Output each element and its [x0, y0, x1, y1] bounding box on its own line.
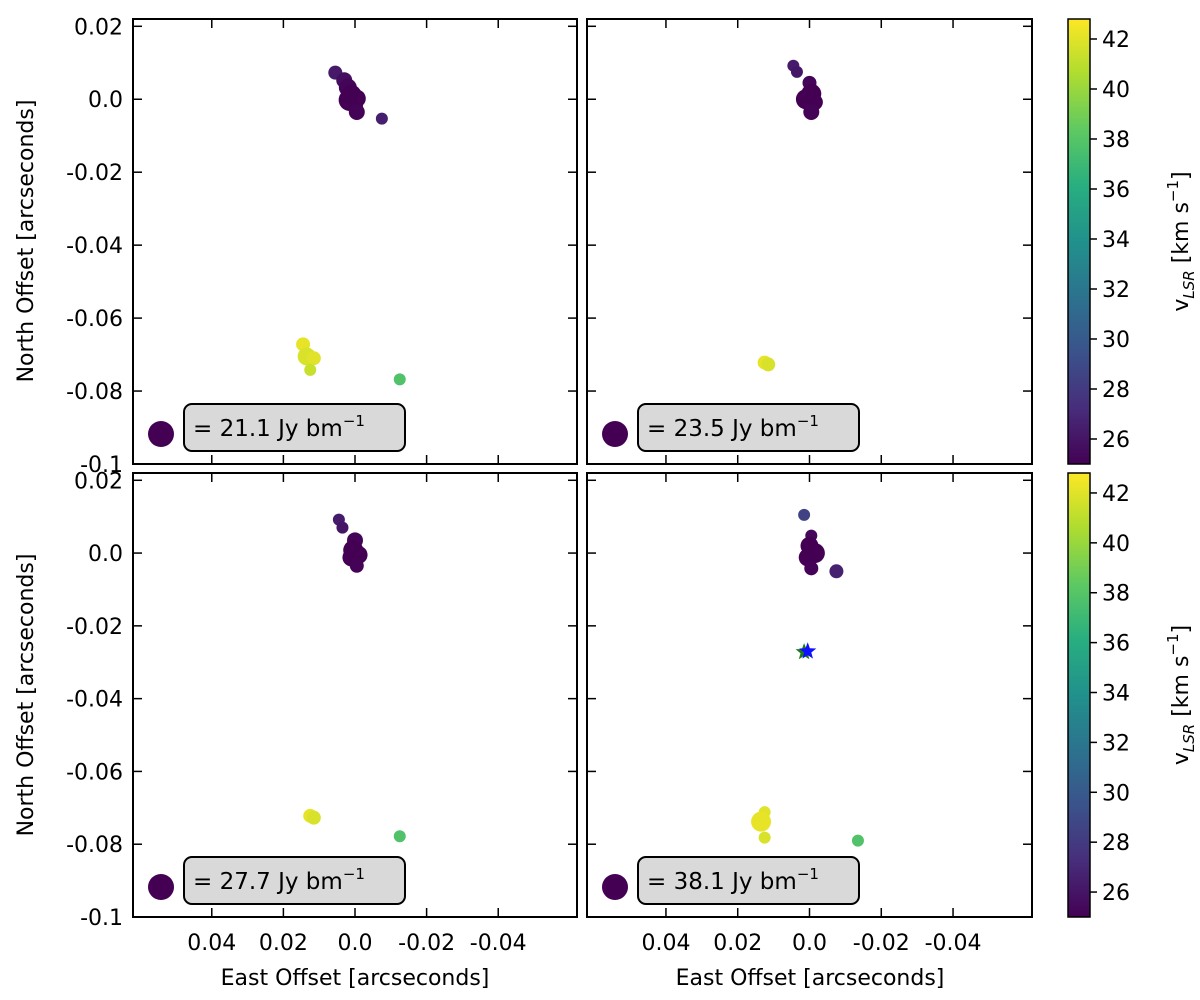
y-tick-label: 0.0	[88, 542, 123, 567]
legend-text: = 27.7 Jy bm−1	[193, 865, 365, 895]
legend-beam-marker	[148, 421, 174, 447]
x-axis-label: East Offset [arcseconds]	[676, 966, 945, 991]
colorbar-gradient	[1067, 472, 1091, 918]
y-tick-label: -0.02	[66, 615, 123, 640]
y-tick-label: -0.04	[66, 688, 123, 713]
data-point	[803, 104, 820, 121]
data-point	[304, 363, 317, 376]
data-point	[306, 810, 321, 825]
legend-text: = 38.1 Jy bm−1	[647, 865, 819, 895]
colorbar-label: vLSR [km s−1]	[1164, 171, 1198, 311]
colorbar-tick-label: 26	[1102, 881, 1130, 906]
x-tick-label: -0.02	[853, 931, 910, 956]
panel-1: 0.02 0.0 -0.02 -0.04 -0.06 -0.08 -0.1 = 21.1 Jy…	[66, 15, 578, 478]
y-tick-label: -0.08	[66, 833, 123, 858]
colorbar-tick-label: 36	[1102, 632, 1130, 657]
panel-4: 0.04 0.02 0.0 -0.02 -0.04 = 38.1 Jy bm−1	[586, 472, 1033, 956]
data-point	[761, 357, 776, 372]
data-point	[790, 65, 803, 78]
x-tick-label: 0.02	[713, 931, 762, 956]
colorbar-tick-label: 38	[1102, 582, 1130, 607]
x-tick-label: -0.04	[470, 931, 527, 956]
legend-text: = 23.5 Jy bm−1	[647, 412, 819, 442]
data-point	[393, 830, 406, 843]
legend-beam-marker	[602, 421, 628, 447]
colorbar-tick-label: 42	[1102, 482, 1130, 507]
colorbar-tick-label: 40	[1102, 78, 1130, 103]
x-tick-label: 0.04	[187, 931, 236, 956]
data-point	[751, 811, 772, 832]
data-point	[336, 521, 349, 534]
colorbar-2: 26 28 30 32 34 36 38 40 42 vLSR [km s−1]	[1067, 472, 1198, 918]
colorbar-tick-label: 38	[1102, 128, 1130, 153]
y-tick-label: -0.06	[66, 307, 123, 332]
legend-box	[637, 856, 860, 905]
data-point	[758, 831, 771, 844]
x-axis-label: East Offset [arcseconds]	[221, 966, 490, 991]
y-tick-label: -0.1	[80, 906, 123, 931]
legend-beam-marker	[602, 874, 628, 900]
y-tick-label: 0.0	[88, 88, 123, 113]
data-point	[375, 112, 388, 125]
colorbar-tick-label: 36	[1102, 178, 1130, 203]
data-point	[851, 834, 864, 847]
x-tick-label: 0.04	[641, 931, 690, 956]
colorbar-tick-label: 28	[1102, 378, 1130, 403]
colorbar-tick-label: 32	[1102, 731, 1130, 756]
colorbar-tick-label: 42	[1102, 28, 1130, 53]
data-point	[349, 558, 364, 573]
colorbar-tick-label: 26	[1102, 428, 1130, 453]
data-point	[798, 508, 811, 521]
colorbar-tick-label: 34	[1102, 682, 1130, 707]
data-point	[804, 561, 819, 576]
colorbars: 26 28 30 32 34 36 38 40 42 vLSR [km s−1] 26 28 30 32 3…	[1067, 18, 1198, 918]
star-marker	[799, 642, 817, 659]
colorbar-gradient	[1067, 18, 1091, 465]
colorbar-label: vLSR [km s−1]	[1164, 625, 1198, 765]
colorbar-tick-label: 30	[1102, 781, 1130, 806]
data-point	[393, 373, 406, 386]
x-tick-label: 0.02	[259, 931, 308, 956]
colorbar-1: 26 28 30 32 34 36 38 40 42 vLSR [km s−1]	[1067, 18, 1198, 465]
x-tick-label: -0.04	[925, 931, 982, 956]
x-tick-label: 0.0	[792, 931, 827, 956]
y-tick-label: -0.1	[80, 453, 123, 478]
data-point	[348, 104, 365, 121]
colorbar-tick-label: 30	[1102, 328, 1130, 353]
data-point	[306, 351, 321, 366]
legend-box	[183, 403, 406, 452]
colorbar-tick-label: 32	[1102, 278, 1130, 303]
y-tick-label: 0.02	[74, 15, 123, 40]
x-tick-label: 0.0	[338, 931, 373, 956]
legend-text: = 21.1 Jy bm−1	[193, 412, 365, 442]
panel-3: 0.02 0.0 -0.02 -0.04 -0.06 -0.08 -0.1 0.04 0.02 0…	[66, 469, 578, 956]
y-tick-label: 0.02	[74, 469, 123, 494]
x-tick-label: -0.02	[398, 931, 455, 956]
legend-beam-marker	[148, 874, 174, 900]
y-tick-label: -0.04	[66, 234, 123, 259]
colorbar-tick-label: 40	[1102, 532, 1130, 557]
plot-panels: 0.02 0.0 -0.02 -0.04 -0.06 -0.08 -0.1 = 21.1 Jy…	[66, 15, 1033, 956]
y-axis-label: North Offset [arcseconds]	[14, 554, 39, 837]
colorbar-tick-label: 34	[1102, 228, 1130, 253]
legend-box	[637, 403, 860, 452]
data-point	[829, 564, 844, 579]
axis-labels: East Offset [arcseconds] East Offset [arc…	[14, 100, 944, 991]
y-tick-label: -0.06	[66, 760, 123, 785]
legend-box	[183, 856, 406, 905]
y-tick-label: -0.02	[66, 161, 123, 186]
y-tick-label: -0.08	[66, 380, 123, 405]
colorbar-tick-label: 28	[1102, 831, 1130, 856]
y-axis-label: North Offset [arcseconds]	[14, 100, 39, 383]
panel-2: = 23.5 Jy bm−1	[586, 18, 1033, 465]
